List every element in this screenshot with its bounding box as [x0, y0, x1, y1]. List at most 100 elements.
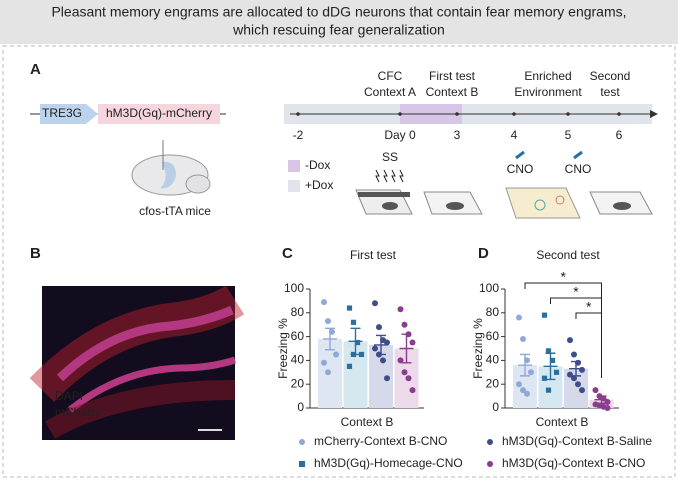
legend-label: hM3D(Gq)-Context B-Saline: [502, 434, 652, 448]
day-label: Day 0: [384, 128, 416, 142]
data-point: [401, 369, 408, 376]
y-axis-label: Freezing %: [471, 318, 485, 379]
legend: mCherry-Context B-CNO hM3D(Gq)-Homecage-C…: [299, 434, 652, 470]
legend-label: hM3D(Gq)-Context B-CNO: [502, 456, 645, 470]
significance-label: *: [561, 269, 567, 285]
panel-label: A: [30, 61, 41, 78]
data-point: [541, 375, 548, 381]
day-label: 6: [616, 128, 623, 142]
data-point: [321, 299, 327, 306]
day-dot: [398, 112, 402, 116]
data-point: [401, 321, 408, 328]
data-point: [372, 300, 378, 307]
event-label: Context B: [426, 85, 479, 99]
charts: C First test Freezing % 0 20 40 60 80 100 Context…: [276, 245, 619, 429]
y-tick-label: 60: [486, 329, 500, 343]
legend-marker: [487, 439, 493, 445]
timeline-group: -2 Day 0 3 4 5 6 CFC Context A First test Context…: [288, 69, 630, 192]
data-point: [376, 351, 382, 358]
chart-title: First test: [350, 248, 397, 262]
data-point: [409, 339, 416, 346]
dox-label: +Dox: [305, 178, 333, 192]
event-label: Second: [590, 69, 631, 83]
error-bar: [399, 333, 414, 364]
shock-box: [355, 169, 413, 215]
data-point: [575, 381, 581, 388]
event-label: test: [600, 85, 620, 99]
significance-bracket: [575, 312, 602, 378]
data-point: [579, 387, 585, 394]
significance-label: *: [573, 284, 579, 300]
panel-label: B: [30, 245, 41, 262]
legend-marker: [487, 461, 493, 467]
y-tick-label: 20: [486, 376, 500, 390]
y-tick-label: 100: [284, 281, 304, 295]
data-point: [354, 339, 361, 346]
brain: [131, 140, 211, 196]
data-point: [567, 337, 573, 344]
legend-label: mCherry-Context B-CNO: [314, 434, 447, 448]
data-point: [567, 371, 573, 378]
day-dot: [455, 112, 459, 116]
y-tick-label: 60: [291, 329, 305, 343]
panel-label: D: [478, 245, 489, 262]
y-tick-label: 40: [291, 353, 305, 367]
data-point: [549, 357, 556, 363]
data-point: [397, 357, 404, 364]
event-label: First test: [429, 69, 476, 83]
syringe: [515, 150, 525, 160]
data-point: [524, 357, 530, 364]
data-point: [380, 357, 386, 364]
day-label: 3: [454, 128, 461, 142]
construct: hM3D(Gq)-mCherry: [106, 106, 212, 120]
data-point: [516, 314, 522, 321]
stain-label: DAPI: [55, 389, 83, 403]
timeline-arrow: [650, 110, 658, 118]
y-tick-label: 80: [486, 305, 500, 319]
enriched-cage: [505, 187, 581, 219]
error-bar: [518, 353, 532, 377]
legend-label: hM3D(Gq)-Homecage-CNO: [314, 456, 463, 470]
mouse-label: cfos-tTA mice: [139, 204, 211, 218]
data-point: [575, 359, 581, 366]
data-point: [384, 339, 390, 346]
data-point: [604, 405, 611, 411]
error-bar: [543, 352, 558, 381]
header-title: which rescuing fear generalization: [232, 22, 445, 38]
day-dot: [512, 112, 516, 116]
micrograph-texture: [29, 285, 245, 439]
event-label: Context A: [364, 85, 416, 99]
data-point: [545, 348, 552, 354]
header-band: [0, 0, 678, 44]
data-point: [329, 328, 335, 335]
data-point: [376, 324, 382, 331]
event-label: CFC: [378, 69, 403, 83]
data-point: [346, 363, 353, 369]
panel-label: C: [282, 245, 293, 262]
data-point: [571, 375, 577, 382]
data-point: [571, 351, 577, 358]
data-point: [325, 369, 331, 376]
event-label: Environment: [514, 85, 582, 99]
y-tick-label: 100: [479, 281, 499, 295]
shock-label: SS: [382, 150, 398, 164]
data-point: [321, 359, 327, 366]
frame: [2, 45, 676, 478]
data-point: [384, 375, 390, 382]
y-axis-label: Freezing %: [276, 318, 290, 379]
legend-marker: [299, 461, 305, 467]
header-title: Pleasant memory engrams are allocated to…: [51, 4, 626, 20]
cage: [423, 191, 483, 215]
data-point: [405, 375, 412, 382]
dox-label: -Dox: [305, 158, 330, 172]
data-point: [541, 312, 548, 318]
data-point: [520, 387, 526, 394]
data-point: [325, 318, 331, 325]
data-point: [397, 306, 404, 313]
error-bar: [569, 360, 583, 377]
data-point: [528, 369, 534, 376]
day-label: 5: [565, 128, 572, 142]
error-bar: [323, 327, 337, 351]
